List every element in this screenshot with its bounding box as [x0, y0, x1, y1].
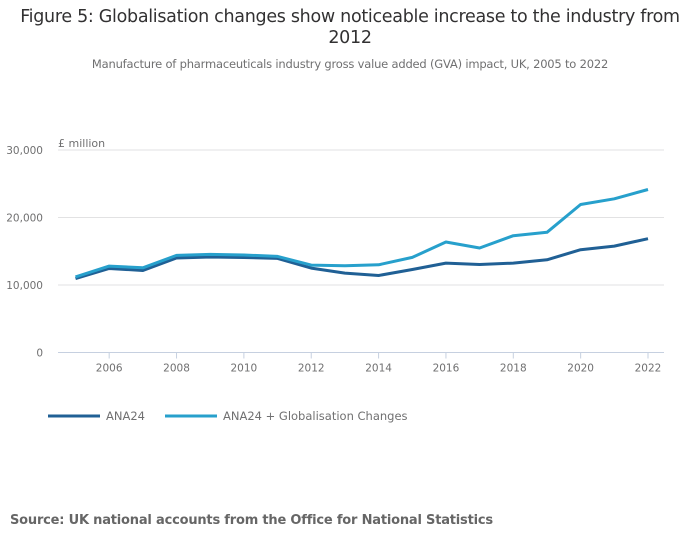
x-tick-label: 2008: [163, 363, 190, 375]
legend-item[interactable]: ANA24 + Globalisation Changes: [165, 409, 408, 423]
x-tick-label: 2016: [433, 363, 460, 375]
chart-title: Figure 5: Globalisation changes show not…: [20, 7, 680, 48]
x-tick-label: 2012: [298, 363, 325, 375]
legend-label: ANA24 + Globalisation Changes: [223, 409, 408, 423]
series-line-ana24: [75, 237, 649, 281]
source-note: Source: UK national accounts from the Of…: [10, 513, 493, 528]
x-tick-label: 2014: [365, 363, 392, 375]
chart-subtitle: Manufacture of pharmaceuticals industry …: [91, 57, 609, 71]
x-tick-label: 2020: [567, 363, 594, 375]
legend: ANA24 ANA24 + Globalisation Changes: [48, 409, 408, 423]
y-tick-label: 0: [36, 348, 43, 360]
x-tick-label: 2010: [231, 363, 258, 375]
y-tick-label: 10,000: [6, 280, 43, 292]
y-tick-label: 20,000: [6, 213, 43, 225]
x-tick-label: 2022: [635, 363, 662, 375]
y-axis: 0 10,000 20,000 30,000: [6, 145, 43, 360]
x-tick-label: 2018: [500, 363, 527, 375]
series-lines: [75, 188, 649, 281]
legend-label: ANA24: [106, 409, 145, 423]
x-tick-label: 2006: [96, 363, 123, 375]
y-axis-unit-label: £ million: [58, 137, 105, 150]
legend-item[interactable]: ANA24: [48, 409, 145, 423]
y-tick-label: 30,000: [6, 145, 43, 157]
series-line-ana24-globalisation: [75, 188, 649, 279]
x-axis: 2006 2008 2010 2012 2014 2016 2018 2020 2022: [58, 352, 664, 375]
